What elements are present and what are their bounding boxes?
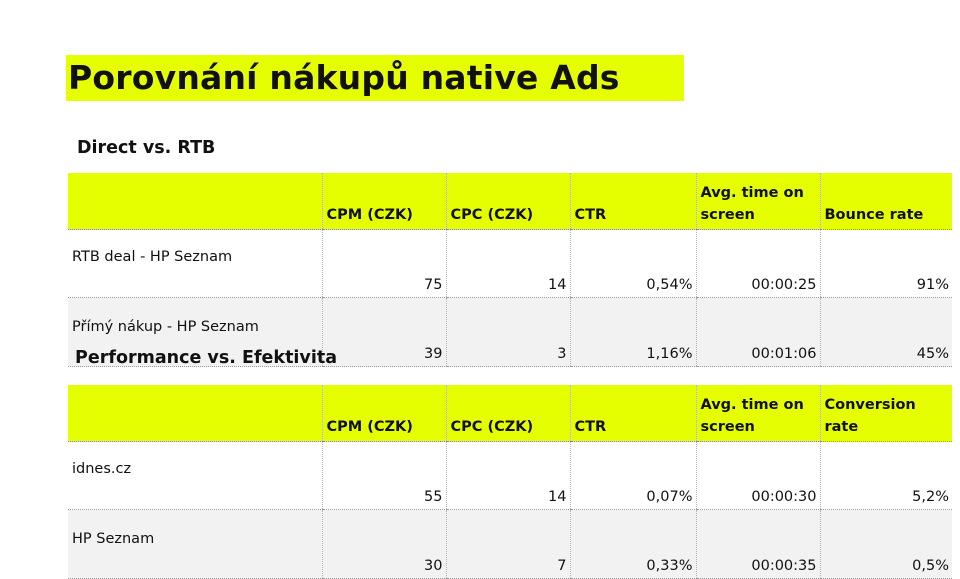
table-row: Přímý nákup - HP Seznam 39 3 1,16% 00:01… bbox=[68, 297, 952, 367]
ctr-value: 0,54% bbox=[569, 229, 696, 298]
header-cell-empty bbox=[68, 385, 322, 442]
avg-time-value: 00:01:06 bbox=[695, 297, 820, 367]
avg-time-value: 00:00:25 bbox=[695, 229, 820, 298]
ctr-value: 1,16% bbox=[569, 297, 696, 367]
table-header-row: CPM (CZK) CPC (CZK) CTR Avg. time on scr… bbox=[68, 173, 952, 230]
header-bounce-rate: Bounce rate bbox=[819, 173, 952, 230]
header-avg-time: Avg. time on screen bbox=[695, 385, 820, 442]
bounce-rate-value: 45% bbox=[819, 297, 952, 367]
section-title-direct-vs-rtb: Direct vs. RTB bbox=[77, 138, 216, 158]
conversion-rate-value: 5,2% bbox=[819, 441, 952, 510]
section-title-performance-vs-efektivita: Performance vs. Efektivita bbox=[75, 348, 338, 368]
header-avg-time: Avg. time on screen bbox=[695, 173, 820, 230]
header-conversion-rate: Conversion rate bbox=[819, 385, 952, 442]
table-row: HP Seznam 30 7 0,33% 00:00:35 0,5% bbox=[68, 509, 952, 579]
cpm-value: 30 bbox=[321, 509, 446, 579]
cpc-value: 14 bbox=[445, 229, 570, 298]
avg-time-value: 00:00:35 bbox=[695, 509, 820, 579]
header-cell-empty bbox=[68, 173, 322, 230]
table-header-row: CPM (CZK) CPC (CZK) CTR Avg. time on scr… bbox=[68, 385, 952, 442]
avg-time-value: 00:00:30 bbox=[695, 441, 820, 510]
header-cpc: CPC (CZK) bbox=[445, 385, 570, 442]
direct-vs-rtb-table: CPM (CZK) CPC (CZK) CTR Avg. time on scr… bbox=[68, 173, 952, 367]
cpc-value: 3 bbox=[445, 297, 570, 367]
header-cpc: CPC (CZK) bbox=[445, 173, 570, 230]
ctr-value: 0,33% bbox=[569, 509, 696, 579]
header-cpm: CPM (CZK) bbox=[321, 385, 446, 442]
row-label: Přímý nákup - HP Seznam bbox=[68, 297, 322, 367]
cpm-value: 55 bbox=[321, 441, 446, 510]
table-row: RTB deal - HP Seznam 75 14 0,54% 00:00:2… bbox=[68, 229, 952, 298]
header-ctr: CTR bbox=[569, 173, 696, 230]
performance-vs-efektivita-table: CPM (CZK) CPC (CZK) CTR Avg. time on scr… bbox=[68, 385, 952, 579]
header-ctr: CTR bbox=[569, 385, 696, 442]
header-cpm: CPM (CZK) bbox=[321, 173, 446, 230]
cpm-value: 75 bbox=[321, 229, 446, 298]
table-row: idnes.cz 55 14 0,07% 00:00:30 5,2% bbox=[68, 441, 952, 510]
conversion-rate-value: 0,5% bbox=[819, 509, 952, 579]
bounce-rate-value: 91% bbox=[819, 229, 952, 298]
cpc-value: 14 bbox=[445, 441, 570, 510]
cpc-value: 7 bbox=[445, 509, 570, 579]
row-label: HP Seznam bbox=[68, 509, 322, 579]
page-title: Porovnání nákupů native Ads bbox=[66, 55, 684, 101]
row-label: idnes.cz bbox=[68, 441, 322, 510]
cpm-value: 39 bbox=[321, 297, 446, 367]
row-label: RTB deal - HP Seznam bbox=[68, 229, 322, 298]
ctr-value: 0,07% bbox=[569, 441, 696, 510]
